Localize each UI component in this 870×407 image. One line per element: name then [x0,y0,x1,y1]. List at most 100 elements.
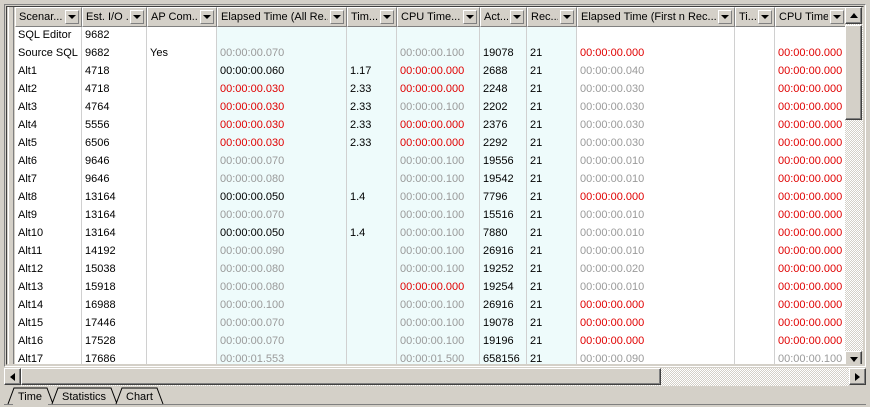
cell-ap-compatible[interactable] [147,27,217,45]
cell-records[interactable]: 21 [527,45,577,63]
column-filter-dropdown-button[interactable] [560,10,574,24]
cell-ap-compatible[interactable] [147,171,217,189]
cell-records[interactable]: 21 [527,153,577,171]
cell-times-faster-all[interactable]: 2.33 [347,81,397,99]
cell-actual-rows[interactable]: 2248 [480,81,527,99]
cell-ap-compatible[interactable] [147,351,217,364]
cell-cpu-time-all[interactable]: 00:00:01.500 [397,351,480,364]
cell-actual-rows[interactable]: 7796 [480,189,527,207]
cell-times-faster-all[interactable] [347,153,397,171]
cell-ap-compatible[interactable] [147,261,217,279]
table-row[interactable]: Alt2 4718 00:00:00.030 2.33 00:00:00.000 2248… [15,81,847,99]
cell-scenario[interactable]: Alt16 [15,333,82,351]
cell-times-faster-all[interactable] [347,207,397,225]
cell-times-faster-first-n[interactable] [735,99,775,117]
cell-elapsed-time-all-records[interactable]: 00:00:00.080 [217,279,347,297]
cell-times-faster-first-n[interactable] [735,63,775,81]
vertical-scrollbar[interactable] [845,7,863,364]
cell-times-faster-first-n[interactable] [735,297,775,315]
cell-cpu-time-all[interactable]: 00:00:00.100 [397,153,480,171]
cell-actual-rows[interactable]: 19252 [480,261,527,279]
cell-elapsed-time-all-records[interactable]: 00:00:00.070 [217,315,347,333]
cell-elapsed-time-all-records[interactable]: 00:00:00.030 [217,99,347,117]
cell-actual-rows[interactable]: 19196 [480,333,527,351]
table-row[interactable]: Alt11 14192 00:00:00.090 00:00:00.100 26916 2… [15,243,847,261]
horizontal-scrollbar[interactable] [4,368,866,386]
cell-est-io[interactable]: 4718 [82,63,147,81]
cell-records[interactable]: 21 [527,315,577,333]
column-filter-dropdown-button[interactable] [758,10,772,24]
cell-actual-rows[interactable] [480,27,527,45]
cell-records[interactable] [527,27,577,45]
cell-records[interactable]: 21 [527,333,577,351]
cell-actual-rows[interactable]: 26916 [480,243,527,261]
cell-elapsed-time-all-records[interactable]: 00:00:00.070 [217,333,347,351]
cell-scenario[interactable]: Alt4 [15,117,82,135]
table-row[interactable]: SQL Editor 9682 [15,27,847,45]
cell-elapsed-time-all-records[interactable]: 00:00:00.080 [217,261,347,279]
cell-records[interactable]: 21 [527,279,577,297]
cell-times-faster-all[interactable] [347,27,397,45]
column-header-cpu-time-all[interactable]: CPU Time... [397,7,480,27]
cell-elapsed-time-first-n[interactable]: 00:00:00.010 [577,243,735,261]
cell-elapsed-time-all-records[interactable]: 00:00:00.080 [217,171,347,189]
cell-cpu-time-all[interactable]: 00:00:00.100 [397,261,480,279]
column-filter-dropdown-button[interactable] [330,10,344,24]
cell-elapsed-time-first-n[interactable]: 00:00:00.010 [577,279,735,297]
table-row[interactable]: Alt7 9646 00:00:00.080 00:00:00.100 19542 21 0… [15,171,847,189]
cell-ap-compatible[interactable] [147,243,217,261]
cell-elapsed-time-first-n[interactable]: 00:00:00.000 [577,45,735,63]
table-row[interactable]: Alt12 15038 00:00:00.080 00:00:00.100 19252 2… [15,261,847,279]
cell-elapsed-time-first-n[interactable]: 00:00:00.030 [577,99,735,117]
cell-times-faster-first-n[interactable] [735,171,775,189]
cell-scenario[interactable]: Alt9 [15,207,82,225]
cell-elapsed-time-all-records[interactable]: 00:00:00.050 [217,225,347,243]
cell-records[interactable]: 21 [527,63,577,81]
cell-cpu-time-all[interactable]: 00:00:00.000 [397,117,480,135]
cell-cpu-time-all[interactable]: 00:00:00.100 [397,225,480,243]
cell-times-faster-all[interactable] [347,279,397,297]
cell-actual-rows[interactable]: 15516 [480,207,527,225]
cell-ap-compatible[interactable] [147,135,217,153]
cell-times-faster-all[interactable] [347,333,397,351]
cell-scenario[interactable]: Alt15 [15,315,82,333]
cell-ap-compatible[interactable] [147,81,217,99]
cell-ap-compatible[interactable]: Yes [147,45,217,63]
cell-elapsed-time-first-n[interactable]: 00:00:00.030 [577,81,735,99]
cell-times-faster-all[interactable]: 1.4 [347,189,397,207]
table-row[interactable]: Alt8 13164 00:00:00.050 1.4 00:00:00.100 7796… [15,189,847,207]
cell-cpu-time-first-n[interactable]: 00:00:00.000 [775,45,847,63]
cell-cpu-time-first-n[interactable]: 00:00:00.000 [775,207,847,225]
cell-cpu-time-first-n[interactable]: 00:00:00.000 [775,99,847,117]
column-header-actual-rows[interactable]: Act... [480,7,527,27]
cell-elapsed-time-all-records[interactable]: 00:00:00.030 [217,81,347,99]
cell-cpu-time-first-n[interactable]: 00:00:00.000 [775,63,847,81]
table-row[interactable]: Alt10 13164 00:00:00.050 1.4 00:00:00.100 788… [15,225,847,243]
cell-actual-rows[interactable]: 658156 [480,351,527,364]
tab-time[interactable]: Time [7,387,54,406]
column-filter-dropdown-button[interactable] [200,10,214,24]
column-filter-dropdown-button[interactable] [463,10,477,24]
cell-scenario[interactable]: Alt10 [15,225,82,243]
column-filter-dropdown-button[interactable] [510,10,524,24]
cell-elapsed-time-all-records[interactable]: 00:00:00.030 [217,135,347,153]
cell-times-faster-all[interactable] [347,297,397,315]
cell-cpu-time-first-n[interactable]: 00:00:00.000 [775,243,847,261]
cell-elapsed-time-all-records[interactable]: 00:00:00.090 [217,243,347,261]
cell-elapsed-time-first-n[interactable]: 00:00:00.000 [577,333,735,351]
cell-cpu-time-first-n[interactable]: 00:00:00.000 [775,315,847,333]
cell-elapsed-time-first-n[interactable]: 00:00:00.040 [577,63,735,81]
table-row[interactable]: Alt3 4764 00:00:00.030 2.33 00:00:00.100 2202… [15,99,847,117]
cell-scenario[interactable]: Alt12 [15,261,82,279]
cell-actual-rows[interactable]: 19556 [480,153,527,171]
cell-actual-rows[interactable]: 2688 [480,63,527,81]
cell-cpu-time-first-n[interactable]: 00:00:00.000 [775,81,847,99]
cell-records[interactable]: 21 [527,135,577,153]
cell-cpu-time-all[interactable]: 00:00:00.000 [397,135,480,153]
cell-cpu-time-all[interactable] [397,27,480,45]
cell-ap-compatible[interactable] [147,225,217,243]
cell-elapsed-time-first-n[interactable]: 00:00:00.000 [577,297,735,315]
cell-elapsed-time-first-n[interactable]: 00:00:00.010 [577,153,735,171]
cell-scenario[interactable]: Alt17 [15,351,82,364]
cell-cpu-time-first-n[interactable]: 00:00:00.000 [775,225,847,243]
